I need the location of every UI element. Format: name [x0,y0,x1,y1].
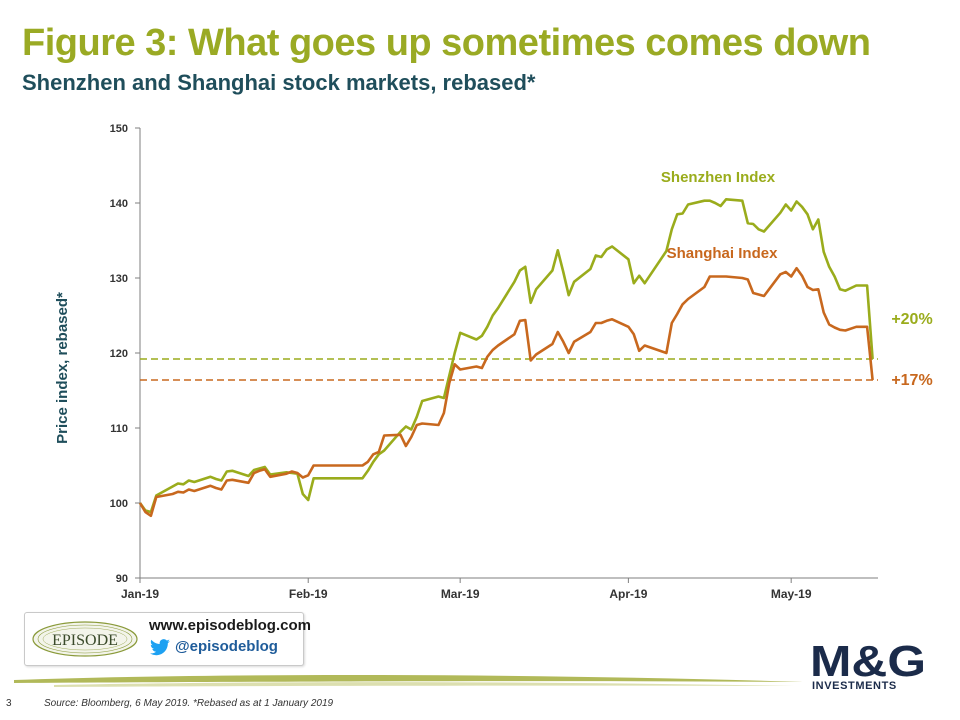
twitter-icon[interactable] [149,639,171,657]
y-tick-label: 130 [110,273,128,285]
series-end-label: +20% [891,311,932,328]
y-tick-label: 90 [116,573,128,585]
chart-axes: 90 100 110 120 130 140 150 Jan-19 Feb-19 Mar-19 Ap… [54,123,878,601]
svg-text:M&G: M&G [810,637,926,682]
chart-series [138,198,874,518]
svg-text:EPISODE: EPISODE [52,632,118,649]
episode-blog-badge[interactable]: EPISODE www.episodeblog.com @episodeblog [24,612,311,666]
y-tick-label: 140 [110,198,128,210]
x-tick-label: Mar-19 [441,587,480,601]
y-tick-label: 120 [110,348,128,360]
mg-investments-label: INVESTMENTS [812,680,897,692]
episode-logo: EPISODE [32,621,138,657]
series-end-label: +17% [891,372,932,389]
twitter-handle[interactable]: @episodeblog [175,638,278,655]
x-tick-label: Feb-19 [289,587,328,601]
reference-lines [140,358,878,381]
source-note: Source: Bloomberg, 6 May 2019. *Rebased … [44,698,334,709]
chart-labels: Shenzhen Index +20% Shanghai Index +17% [661,169,933,389]
figure-subtitle: Shenzhen and Shanghai stock markets, reb… [22,70,536,95]
page-number: 3 [6,698,12,709]
x-tick-label: May-19 [771,587,812,601]
mg-logo: M&G [810,637,926,682]
decorative-swoosh [14,674,804,687]
y-tick-label: 110 [110,423,128,435]
blog-url[interactable]: www.episodeblog.com [149,617,311,634]
series-line [138,198,874,514]
x-tick-label: Apr-19 [609,587,647,601]
figure-title: Figure 3: What goes up sometimes comes d… [22,22,871,64]
series-name-label: Shanghai Index [667,245,779,262]
y-tick-label: 100 [110,498,128,510]
x-tick-label: Jan-19 [121,587,159,601]
line-chart: 90 100 110 120 130 140 150 Jan-19 Feb-19 Mar-19 Ap… [54,123,933,601]
y-axis-label: Price index, rebased* [54,292,71,444]
series-line [138,266,874,518]
series-name-label: Shenzhen Index [661,169,776,186]
y-tick-label: 150 [110,123,128,135]
